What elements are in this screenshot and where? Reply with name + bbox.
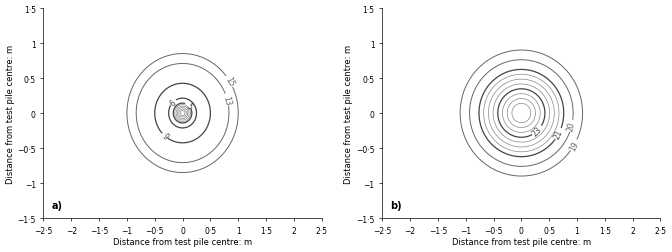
- X-axis label: Distance from test pile centre: m: Distance from test pile centre: m: [452, 237, 591, 246]
- Text: 6: 6: [168, 98, 178, 108]
- Text: b): b): [390, 200, 403, 210]
- X-axis label: Distance from test pile centre: m: Distance from test pile centre: m: [113, 237, 252, 246]
- Y-axis label: Distance from test pile centre: m: Distance from test pile centre: m: [5, 44, 15, 183]
- Text: 21: 21: [552, 128, 564, 140]
- Text: 5: 5: [183, 101, 194, 111]
- Text: 23: 23: [531, 124, 544, 138]
- Text: 19: 19: [568, 139, 580, 152]
- Text: 20: 20: [566, 121, 577, 132]
- Text: 13: 13: [222, 94, 233, 106]
- Text: 9: 9: [160, 132, 170, 141]
- Text: a): a): [52, 200, 62, 210]
- Text: 15: 15: [223, 76, 236, 88]
- Y-axis label: Distance from test pile centre: m: Distance from test pile centre: m: [344, 44, 353, 183]
